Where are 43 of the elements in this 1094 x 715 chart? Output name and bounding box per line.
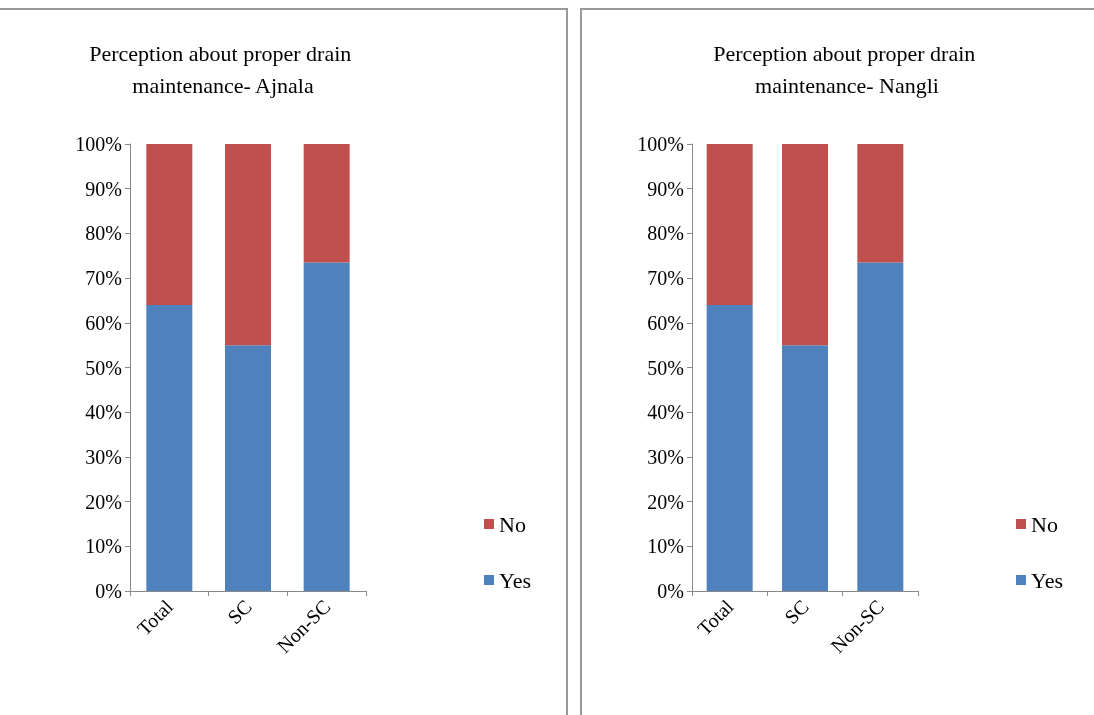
y-tick-label: 50% (85, 356, 122, 379)
bar (146, 144, 193, 305)
bar (857, 144, 904, 263)
y-tick-label: 0% (95, 580, 122, 602)
x-tick-label: SC (779, 595, 813, 629)
bar (225, 144, 271, 346)
bar (706, 144, 753, 305)
bar (782, 144, 828, 346)
y-tick-label: 50% (647, 356, 684, 379)
x-tick-label: Total (693, 594, 738, 640)
bar (857, 262, 904, 591)
y-tick-label: 20% (647, 490, 684, 513)
chart-title: Perception about proper drain maintenance- Ajnala (89, 40, 357, 98)
y-tick-label: 90% (647, 177, 684, 200)
legend-label: No (1030, 511, 1058, 537)
y-tick-label: 40% (647, 401, 684, 424)
x-tick-label: SC (222, 595, 256, 629)
y-tick-label: 10% (647, 535, 684, 558)
bar (225, 345, 271, 591)
legend-label: Yes (498, 567, 531, 593)
y-tick-label: 60% (647, 311, 684, 334)
chart-title: Perception about proper drain maintenance- Nangli (713, 40, 981, 98)
bar (303, 144, 350, 263)
y-tick-label: 0% (657, 580, 684, 602)
bar (782, 345, 828, 591)
y-tick-label: 70% (85, 267, 122, 290)
y-tick-label: 40% (85, 401, 122, 424)
y-tick-label: 20% (85, 490, 122, 513)
y-tick-label: 100% (75, 133, 122, 155)
y-tick-label: 70% (647, 267, 684, 290)
y-tick-label: 80% (647, 222, 684, 245)
y-tick-label: 80% (85, 222, 122, 245)
y-tick-label: 30% (85, 445, 122, 468)
bar (303, 262, 350, 591)
y-tick-label: 10% (85, 535, 122, 558)
bar (146, 304, 193, 591)
legend-label: No (498, 511, 526, 537)
y-tick-label: 90% (85, 177, 122, 200)
y-tick-label: 30% (647, 445, 684, 468)
y-tick-label: 100% (637, 133, 684, 155)
bar (706, 304, 753, 591)
legend-label: Yes (1030, 567, 1063, 593)
y-tick-label: 60% (85, 311, 122, 334)
